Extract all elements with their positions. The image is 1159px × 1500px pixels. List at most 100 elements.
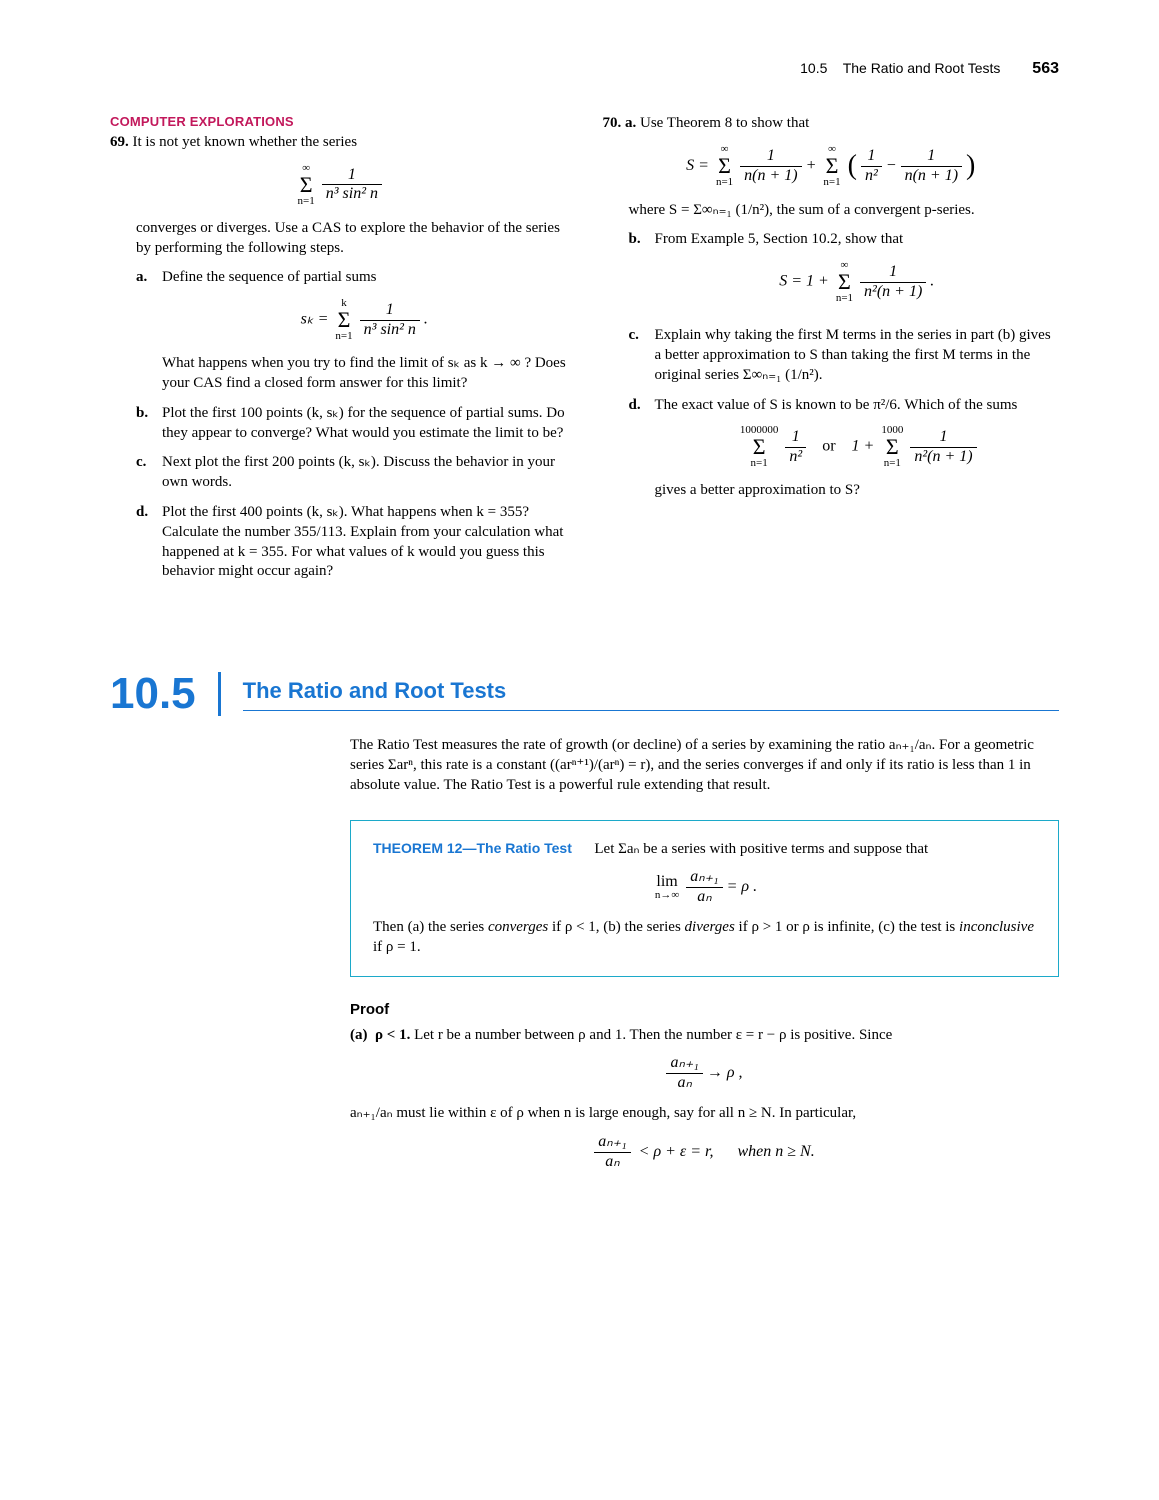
ex69-a-eq: sₖ = k Σ n=1 1 n³ sin² n . <box>162 298 567 342</box>
section-head: 10.5 The Ratio and Root Tests <box>110 672 1059 716</box>
eq-rhs: → ρ , <box>707 1064 743 1081</box>
ex70-sublist: b. From Example 5, Section 10.2, show th… <box>629 230 1060 501</box>
eq-lhs: S = 1 + <box>779 273 833 290</box>
sub-letter: d. <box>136 503 154 582</box>
sum-bot: n=1 <box>881 458 903 469</box>
theorem-eq: lim n→∞ aₙ₊₁ aₙ = ρ . <box>373 869 1036 906</box>
ex70-eq1: S = ∞ Σ n=1 1 n(n + 1) + ∞ Σ n=1 ( <box>603 144 1060 189</box>
period: . <box>930 273 934 290</box>
ex70-eq3: 1000000 Σ n=1 1 n² or 1 + <box>655 425 1060 469</box>
head-page: 563 <box>1032 60 1059 77</box>
sigma-icon: Σ <box>298 174 315 196</box>
plus: + <box>806 157 821 174</box>
ex69-b: b. Plot the first 100 points (k, sₖ) for… <box>136 404 567 444</box>
sigma-icon: Σ <box>881 436 903 458</box>
proof-a-letter: (a) <box>350 1027 368 1043</box>
right-column: 70. a. Use Theorem 8 to show that S = ∞ … <box>603 114 1060 582</box>
ex70-d: d. The exact value of S is known to be π… <box>629 396 1060 502</box>
sub-after: gives a better approximation to S? <box>655 482 860 498</box>
frac-den: n²(n + 1) <box>860 283 926 301</box>
diverges: diverges <box>685 919 735 935</box>
ex70: 70. a. Use Theorem 8 to show that <box>603 114 1060 134</box>
sigma-icon: Σ <box>836 271 853 293</box>
frac-num: 1 <box>910 429 976 448</box>
theorem-line1: THEOREM 12—The Ratio Test Let Σaₙ be a s… <box>373 839 1036 860</box>
frac-num: 1 <box>901 148 962 167</box>
proof-label: Proof <box>350 1001 1059 1018</box>
frac-den: n³ sin² n <box>360 321 420 339</box>
frac-den: n(n + 1) <box>901 167 962 185</box>
minus: − <box>886 157 901 174</box>
proof-a-cond: ρ < 1. <box>375 1027 410 1043</box>
sigma-icon: Σ <box>740 436 779 458</box>
section-number: 10.5 <box>110 672 221 716</box>
ex70-a-after: where S = Σ∞ₙ₌₁ (1/n²), the sum of a con… <box>629 201 1060 221</box>
frac-num: aₙ₊₁ <box>666 1055 702 1074</box>
theorem-box: THEOREM 12—The Ratio Test Let Σaₙ be a s… <box>350 820 1059 977</box>
frac-den: n² <box>861 167 882 185</box>
frac-num: 1 <box>785 429 806 448</box>
eq-lhs: 1 + <box>852 438 879 455</box>
frac-den: aₙ <box>594 1153 630 1171</box>
ex70-eq2: S = 1 + ∞ Σ n=1 1 n²(n + 1) . <box>655 260 1060 304</box>
inconclusive: inconclusive <box>959 919 1034 935</box>
ex69-intro: It is not yet known whether the series <box>133 134 358 150</box>
left-column: COMPUTER EXPLORATIONS 69. It is not yet … <box>110 114 567 582</box>
lim: lim <box>655 874 679 890</box>
frac-den: n²(n + 1) <box>910 448 976 466</box>
eq-rhs: = ρ . <box>727 878 757 895</box>
frac-den: n² <box>785 448 806 466</box>
ex69-after: converges or diverges. Use a CAS to expl… <box>136 219 567 259</box>
ex69: 69. It is not yet known whether the seri… <box>110 133 567 153</box>
proof-eq2: aₙ₊₁ aₙ < ρ + ε = r, when n ≥ N. <box>350 1134 1059 1171</box>
frac-num: 1 <box>861 148 882 167</box>
ex70-a-letter: a. <box>625 115 636 131</box>
ex69-sublist: a. Define the sequence of partial sums s… <box>136 268 567 582</box>
ex70-a-text: Use Theorem 8 to show that <box>640 115 809 131</box>
frac-num: aₙ₊₁ <box>686 869 722 888</box>
theorem-then: Then (a) the series converges if ρ < 1, … <box>373 918 1036 958</box>
sub-letter: c. <box>629 326 647 385</box>
frac-num: 1 <box>360 302 420 321</box>
ex70-num: 70. <box>603 115 622 131</box>
sub-text: From Example 5, Section 10.2, show that <box>655 231 904 247</box>
ex70-c: c. Explain why taking the first M terms … <box>629 326 1060 385</box>
ex70-b: b. From Example 5, Section 10.2, show th… <box>629 230 1060 316</box>
ex69-c: c. Next plot the first 200 points (k, sₖ… <box>136 453 567 493</box>
exercises-columns: COMPUTER EXPLORATIONS 69. It is not yet … <box>110 114 1059 582</box>
sub-letter: a. <box>136 268 154 393</box>
ex69-series: ∞ Σ n=1 1 n³ sin² n <box>110 163 567 207</box>
proof-a-text2: aₙ₊₁/aₙ must lie within ε of ρ when n is… <box>350 1104 1059 1124</box>
lim-sub: n→∞ <box>655 890 679 901</box>
thm-a: Then (a) the series <box>373 919 488 935</box>
thm-d: if ρ = 1. <box>373 939 421 955</box>
sub-letter: d. <box>629 396 647 502</box>
eq-lhs: sₖ = <box>301 311 329 328</box>
sub-text: Define the sequence of partial sums <box>162 269 377 285</box>
ex69-d: d. Plot the first 400 points (k, sₖ). Wh… <box>136 503 567 582</box>
head-title: The Ratio and Root Tests <box>843 60 1001 76</box>
frac-num: 1 <box>860 264 926 283</box>
theorem-label: THEOREM 12—The Ratio Test <box>373 840 572 856</box>
frac-num: 1 <box>322 167 382 186</box>
sub-text: Plot the first 100 points (k, sₖ) for th… <box>162 404 567 444</box>
period: . <box>424 311 428 328</box>
theorem-intro: Let Σaₙ be a series with positive terms … <box>594 841 928 857</box>
eq-rhs: < ρ + ε = r, when n ≥ N. <box>635 1143 815 1160</box>
thm-b: if ρ < 1, (b) the series <box>548 919 684 935</box>
frac-den: aₙ <box>666 1074 702 1092</box>
page: 10.5 The Ratio and Root Tests 563 COMPUT… <box>0 0 1159 1500</box>
sub-text: The exact value of S is known to be π²/6… <box>655 397 1018 413</box>
section-title: The Ratio and Root Tests <box>243 678 1059 711</box>
frac-den: n(n + 1) <box>740 167 801 185</box>
section-intro: The Ratio Test measures the rate of grow… <box>350 736 1059 795</box>
sigma-icon: Σ <box>716 155 733 177</box>
sub-letter: b. <box>629 230 647 316</box>
lparen-icon: ( <box>848 150 857 181</box>
ex69-a: a. Define the sequence of partial sums s… <box>136 268 567 393</box>
head-section: 10.5 <box>800 60 827 76</box>
frac-den: aₙ <box>686 888 722 906</box>
ex69-num: 69. <box>110 134 129 150</box>
proof-eq1: aₙ₊₁ aₙ → ρ , <box>350 1055 1059 1092</box>
proof-a-text: Let r be a number between ρ and 1. Then … <box>414 1027 892 1043</box>
